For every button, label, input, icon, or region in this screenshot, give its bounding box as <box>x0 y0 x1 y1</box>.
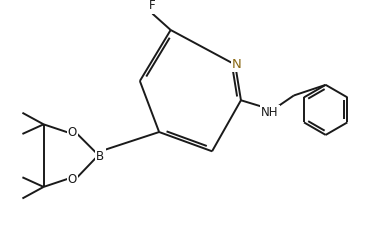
Text: F: F <box>149 0 156 13</box>
Text: NH: NH <box>261 106 279 119</box>
Text: N: N <box>232 58 242 71</box>
Text: B: B <box>96 150 105 163</box>
Text: O: O <box>68 173 77 186</box>
Text: O: O <box>68 126 77 139</box>
